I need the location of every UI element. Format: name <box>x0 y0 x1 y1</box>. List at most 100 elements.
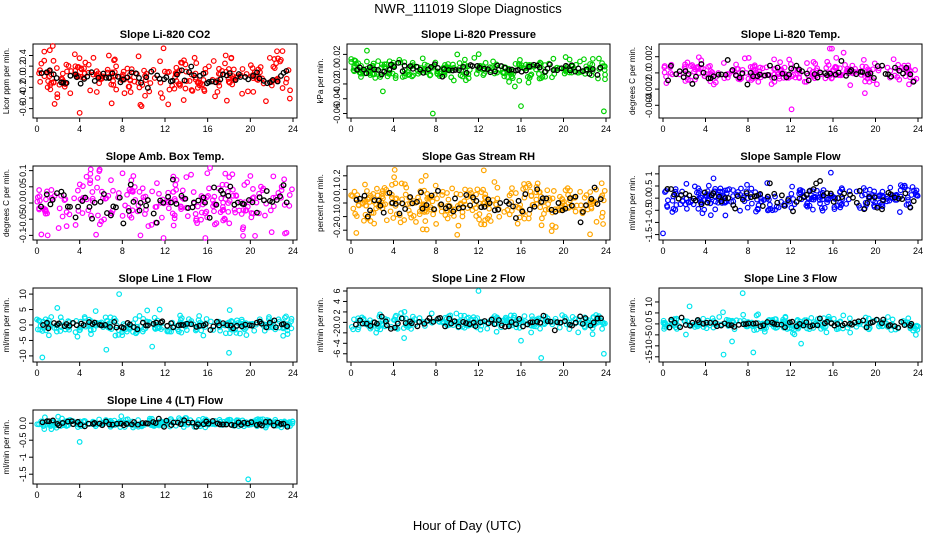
x-tick-label: 12 <box>785 124 795 134</box>
mean-point <box>860 317 867 324</box>
data-point <box>429 198 436 205</box>
data-point <box>127 89 134 96</box>
mean-point <box>174 419 181 426</box>
mean-point <box>363 70 370 77</box>
mean-point <box>588 195 595 202</box>
mean-point <box>241 419 248 426</box>
mean-point <box>764 193 771 200</box>
data-point <box>118 413 125 420</box>
data-point <box>444 215 451 222</box>
mean-point <box>546 61 553 68</box>
mean-point <box>452 67 459 73</box>
data-point <box>820 187 827 193</box>
data-point <box>148 221 155 228</box>
mean-point <box>463 192 470 198</box>
outlier-point <box>686 303 693 310</box>
series-mean <box>352 312 604 334</box>
mean-point <box>582 315 589 322</box>
data-point <box>55 413 62 420</box>
y-tick-label: -1.5 <box>644 227 654 243</box>
outlier-point <box>268 229 275 236</box>
data-point <box>363 202 369 209</box>
data-point <box>362 181 368 188</box>
outlier-point <box>103 346 110 353</box>
data-point <box>111 57 117 64</box>
data-point <box>726 186 733 193</box>
mean-point <box>450 208 457 215</box>
mean-point <box>779 70 786 77</box>
data-point <box>149 188 156 195</box>
outlier-point <box>379 88 386 95</box>
data-point <box>527 188 534 195</box>
mean-point <box>550 67 557 73</box>
y-tick-label: -5 <box>644 331 654 339</box>
data-point <box>496 213 503 220</box>
x-tick-label: 20 <box>245 490 255 500</box>
data-point <box>74 333 81 340</box>
data-point <box>838 202 845 208</box>
data-point <box>202 235 209 241</box>
data-point <box>912 67 918 73</box>
mean-point <box>107 212 114 219</box>
panel-8: Slope Line 2 Flow ml/min per min. -6 -4 -20.… <box>316 273 611 378</box>
x-tick-label: 4 <box>703 124 708 134</box>
mean-point <box>583 202 589 209</box>
data-point <box>516 77 523 84</box>
y-tick-label: -0.2 <box>18 80 28 96</box>
x-tick-label: 8 <box>745 246 750 256</box>
mean-point <box>718 198 725 205</box>
mean-point <box>716 193 723 200</box>
data-point <box>913 323 920 330</box>
mean-point <box>263 324 270 331</box>
x-tick-label: 24 <box>601 368 611 378</box>
mean-point <box>442 323 449 330</box>
mean-point <box>202 321 209 328</box>
data-point <box>401 181 408 188</box>
data-point <box>418 178 425 184</box>
x-tick-label: 4 <box>703 246 708 256</box>
data-point <box>789 183 796 190</box>
mean-point <box>164 322 171 329</box>
data-point <box>469 207 476 214</box>
mean-point <box>895 324 902 331</box>
data-point <box>886 197 893 204</box>
data-point <box>211 208 217 215</box>
data-point <box>521 215 528 222</box>
mean-point <box>391 324 398 331</box>
mean-point <box>266 419 273 425</box>
mean-point <box>722 195 729 202</box>
mean-point <box>399 68 406 75</box>
data-point <box>72 63 79 70</box>
mean-point <box>527 319 534 326</box>
data-point <box>484 325 491 332</box>
data-point <box>239 90 246 97</box>
data-point <box>210 327 217 333</box>
mean-point <box>169 176 176 183</box>
data-point <box>537 204 544 211</box>
mean-point <box>803 191 810 198</box>
mean-point <box>689 319 696 326</box>
data-point <box>222 170 229 177</box>
mean-point <box>729 67 736 74</box>
y-tick-label: 0.0 <box>644 318 654 331</box>
data-point <box>129 207 136 214</box>
data-point <box>392 314 399 320</box>
data-point <box>96 221 103 228</box>
data-point <box>50 57 57 64</box>
data-point <box>247 173 254 179</box>
mean-point <box>692 197 699 204</box>
mean-point <box>579 320 586 327</box>
mean-point <box>510 203 516 210</box>
mean-point <box>841 190 848 197</box>
panel-6: Slope Sample Flow ml/min per min. -1.5-1-0… <box>628 151 923 256</box>
mean-point <box>668 186 675 193</box>
mean-point <box>896 67 903 74</box>
data-point <box>860 185 867 191</box>
panel-title: Slope Li-820 CO2 <box>120 29 210 41</box>
y-tick-label: 0.0 <box>332 197 342 210</box>
y-tick-label: -0.6 <box>18 101 28 117</box>
y-tick-label: 0.0 <box>332 63 342 76</box>
mean-point <box>169 77 176 84</box>
data-point <box>444 190 450 196</box>
data-point <box>229 81 236 88</box>
